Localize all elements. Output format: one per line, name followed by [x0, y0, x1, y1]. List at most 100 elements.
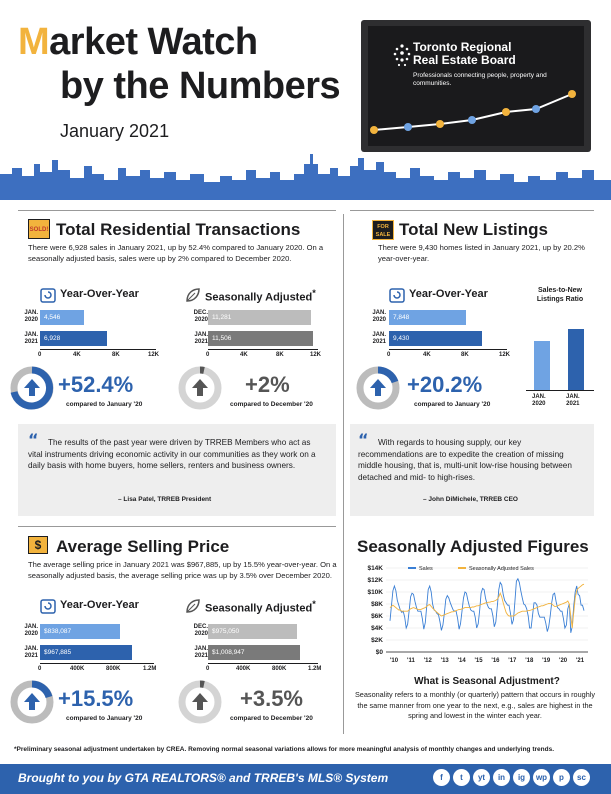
- row-label: DEC.: [193, 624, 208, 630]
- up-arrow-gauge-icon: [10, 680, 54, 724]
- leaf-icon: [185, 287, 201, 308]
- tr-sa-row-labels: DEC. 2020 JAN. 2021: [184, 308, 208, 352]
- x-tick-label: '15: [474, 658, 483, 664]
- ratio-label-line: 2020: [532, 401, 546, 407]
- listings-text: There were 9,430 homes listed in January…: [378, 243, 585, 263]
- row-label: JAN.: [372, 332, 386, 338]
- up-arrow-gauge-icon: [356, 366, 400, 410]
- trreb-logo-icon: [393, 44, 411, 67]
- up-arrow-gauge-icon: [10, 366, 54, 410]
- instagram-icon[interactable]: ig: [513, 769, 530, 786]
- x-tick-label: '20: [559, 658, 568, 664]
- transactions-sa-label: Seasonally Adjusted*: [205, 288, 316, 304]
- tick-label: 0: [206, 352, 210, 358]
- y-tick-label: $12K: [367, 577, 383, 584]
- quote-text: The results of the past year were driven…: [28, 438, 316, 470]
- org-tagline: Professionals connecting people, propert…: [413, 72, 547, 87]
- pinterest-icon[interactable]: p: [553, 769, 570, 786]
- wordpress-icon[interactable]: wp: [533, 769, 550, 786]
- tick-label: 800K: [272, 666, 287, 672]
- y-tick-label: $2K: [371, 637, 383, 644]
- quote-text: With regards to housing supply, our key …: [358, 438, 572, 482]
- bar-value: 11,281: [212, 314, 232, 321]
- quote-box: [18, 424, 336, 516]
- linkedin-icon[interactable]: in: [493, 769, 510, 786]
- y-tick-label: $6K: [371, 613, 383, 620]
- x-tick-label: '17: [508, 658, 517, 664]
- bar-jan-2021: $967,885: [40, 645, 132, 660]
- quote-box: [350, 424, 594, 516]
- soundcloud-icon[interactable]: sc: [573, 769, 590, 786]
- open-quote-icon: “: [358, 430, 369, 449]
- tick-label: 0: [38, 352, 42, 358]
- legend-label: Seasonally Adjusted Sales: [469, 566, 534, 572]
- ratio-value: 73%: [564, 359, 570, 372]
- x-tick-label: '21: [576, 658, 585, 664]
- bar-jan-2021: 9,430: [389, 331, 482, 346]
- bar-dec-2020: 11,281: [208, 310, 312, 325]
- x-axis: [40, 349, 156, 350]
- bar-jan-2021: 11,506: [208, 331, 314, 346]
- x-axis: [208, 663, 318, 664]
- tick-label: 8K: [461, 352, 469, 358]
- quote-author: – Lisa Patel, TRREB President: [118, 496, 212, 503]
- ratio-axis: [526, 390, 594, 391]
- up-arrow-gauge-icon: [178, 680, 222, 724]
- row-label: JAN.: [24, 624, 38, 630]
- bar-jan-2020: 4,546: [40, 310, 84, 325]
- row-label: 2021: [24, 339, 38, 345]
- sa-footnote-mark: *: [312, 288, 316, 298]
- li-yoy-bars: 7,848 9,430: [389, 310, 507, 346]
- sa-figures-heading: Seasonally Adjusted Figures: [357, 537, 589, 556]
- youtube-icon[interactable]: yt: [473, 769, 490, 786]
- divider: [350, 210, 594, 211]
- tick-label: 4K: [240, 352, 248, 358]
- tick-label: 800K: [106, 666, 121, 672]
- row-label: JAN.: [24, 646, 38, 652]
- badge-line: FOR: [377, 224, 389, 230]
- ratio-chart: 58% 73%: [526, 306, 594, 390]
- ratio-title-line: Listings Ratio: [536, 296, 584, 303]
- open-quote-icon: “: [28, 430, 39, 449]
- listings-heading: Total New Listings: [399, 220, 548, 239]
- row-label: 2020: [24, 631, 38, 637]
- title-text: arket Watch: [49, 21, 258, 63]
- price-text: The average selling price in January 202…: [28, 560, 337, 580]
- row-label: 2021: [194, 653, 208, 659]
- transactions-sa-pct: +2%: [245, 372, 290, 397]
- bar-value: 6,928: [44, 335, 61, 342]
- row-label: 2021: [372, 339, 386, 345]
- ratio-label: JAN. 2021: [566, 394, 580, 408]
- price-yoy-label: Year-Over-Year: [60, 599, 139, 611]
- up-arrow-gauge-icon: [178, 366, 222, 410]
- tick-label: 1.2M: [143, 666, 157, 672]
- city-skyline: [0, 154, 611, 200]
- sa-line-chart: $0 $2K $4K $6K $8K $10K $12K $14K '10 '11 '12 '13 '1…: [367, 565, 588, 664]
- bar-value: $967,885: [44, 649, 72, 656]
- row-label: 2020: [24, 317, 38, 323]
- tick-label: 0: [206, 666, 210, 672]
- facebook-icon[interactable]: f: [433, 769, 450, 786]
- row-label: JAN.: [372, 310, 386, 316]
- tick-label: 0: [387, 352, 391, 358]
- ratio-title: Sales-to-New Listings Ratio: [520, 286, 600, 304]
- page-subtitle: by the Numbers: [60, 65, 341, 107]
- row-label: 2020: [372, 317, 386, 323]
- row-label: JAN.: [24, 332, 38, 338]
- dollar-sign-icon: $: [28, 536, 48, 554]
- ratio-label-line: JAN.: [532, 394, 546, 400]
- y-tick-label: $0: [376, 649, 384, 656]
- report-date: January 2021: [60, 121, 170, 141]
- tick-label: 4K: [73, 352, 81, 358]
- row-label: DEC.: [193, 310, 208, 316]
- li-yoy-row-labels: JAN. 2020 JAN. 2021: [358, 308, 386, 352]
- twitter-icon[interactable]: t: [453, 769, 470, 786]
- bar-value: $1,008,947: [212, 649, 245, 656]
- tr-yoy-bars: 4,546 6,928: [40, 310, 156, 346]
- bar-value: 7,848: [393, 314, 410, 321]
- series-line-1: [389, 583, 585, 629]
- tick-label: 4K: [423, 352, 431, 358]
- tr-sa-bars: 11,281 11,506: [208, 310, 318, 346]
- pr-yoy-bars: $838,087 $967,885: [40, 624, 154, 660]
- listings-yoy-pct: +20.2%: [407, 372, 483, 397]
